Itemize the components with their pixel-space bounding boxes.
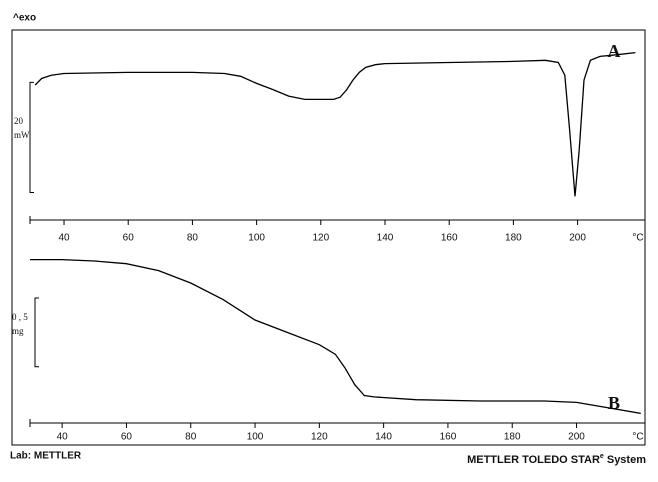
curve bbox=[30, 258, 641, 415]
scale-label: mW bbox=[14, 130, 30, 140]
scale-label: 0 , 5 bbox=[12, 312, 28, 322]
x-tick-label: 160 bbox=[440, 432, 457, 443]
x-unit: °C bbox=[632, 233, 643, 244]
x-tick-label: 60 bbox=[123, 233, 135, 244]
footer-sup: e bbox=[600, 453, 604, 460]
x-tick-label: 100 bbox=[248, 233, 265, 244]
x-unit: °C bbox=[632, 432, 643, 443]
x-tick-label: 140 bbox=[375, 432, 392, 443]
scale-bar bbox=[29, 81, 34, 193]
footer-right: METTLER TOLEDO STARe System bbox=[467, 453, 646, 466]
x-tick-label: 80 bbox=[185, 432, 197, 443]
scale-label: 20 bbox=[14, 116, 24, 126]
scale-bar bbox=[34, 297, 39, 368]
frame bbox=[11, 29, 646, 446]
x-tick-label: 40 bbox=[57, 432, 69, 443]
x-tick-label: 180 bbox=[505, 233, 522, 244]
x-tick-label: 100 bbox=[247, 432, 264, 443]
x-tick-label: 60 bbox=[121, 432, 133, 443]
footer-end: System bbox=[604, 454, 646, 466]
x-tick-label: 200 bbox=[569, 233, 586, 244]
x-tick-label: 120 bbox=[311, 432, 328, 443]
annotation: A bbox=[608, 41, 621, 61]
x-tick-label: 80 bbox=[187, 233, 199, 244]
x-tick-label: 140 bbox=[377, 233, 394, 244]
x-tick-label: 120 bbox=[312, 233, 329, 244]
footer-main: METTLER TOLEDO STAR bbox=[467, 454, 600, 466]
footer-left: Lab: METTLER bbox=[10, 451, 82, 462]
x-tick-label: 160 bbox=[441, 233, 458, 244]
scale-label: mg bbox=[12, 326, 24, 336]
curve bbox=[34, 51, 636, 197]
x-tick-label: 200 bbox=[568, 432, 585, 443]
x-tick-label: 40 bbox=[58, 233, 70, 244]
x-tick-label: 180 bbox=[504, 432, 521, 443]
exo-label: ^exo bbox=[13, 13, 36, 24]
